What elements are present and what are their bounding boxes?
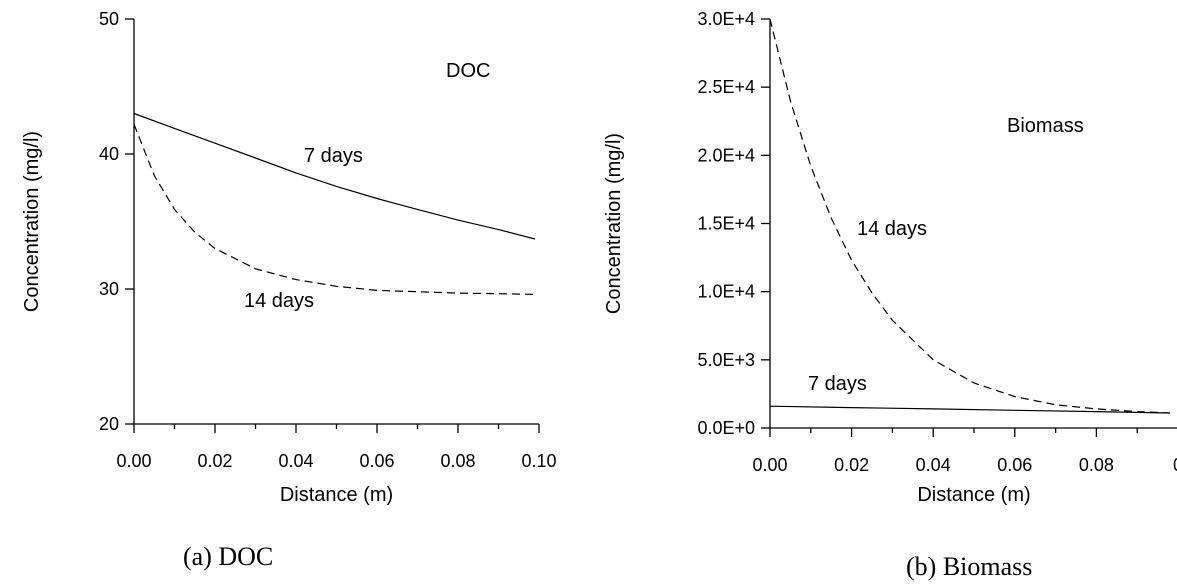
y-tick-label: 50 (99, 9, 119, 29)
x-tick-label: 0.04 (916, 455, 951, 475)
x-tick-label: 0.02 (197, 451, 232, 471)
chart-annotation: DOC (446, 60, 490, 82)
series-line-14-days (133, 124, 536, 295)
y-axis-label: Concentration (mg/l) (21, 131, 43, 312)
doc-chart: 20 30 40 50 0.00 0.02 0.04 0.06 0.08 0.10 Distance… (21, 9, 557, 571)
y-tick-label: 3.0E+4 (697, 9, 755, 29)
chart-annotation: Biomass (1007, 115, 1084, 137)
x-tick-label: 0.00 (116, 451, 151, 471)
series-label: 14 days (244, 290, 314, 312)
y-tick-label: 40 (99, 144, 119, 164)
series-label: 14 days (857, 218, 927, 240)
x-tick-label: 0 (1173, 455, 1177, 475)
y-tick-label: 5.0E+3 (697, 350, 755, 370)
series-line-14-days (769, 18, 1170, 414)
y-axis-label: Concentration (mg/l) (603, 133, 625, 314)
y-tick-label: 0.0E+0 (697, 418, 755, 438)
series-label: 7 days (808, 373, 867, 395)
y-tick-label: 2.0E+4 (697, 145, 755, 165)
y-tick-label: 1.0E+4 (697, 282, 755, 302)
x-tick-label: 0.08 (1079, 455, 1114, 475)
series-line-7-days (133, 112, 536, 240)
x-tick-label: 0.04 (278, 451, 313, 471)
biomass-chart: 0.0E+0 5.0E+3 1.0E+4 1.5E+4 2.0E+4 2.5E+4 3.0E… (603, 9, 1177, 581)
x-tick-label: 0.06 (359, 451, 394, 471)
x-tick-label: 0.08 (440, 451, 475, 471)
figure-caption: (b) Biomass (906, 552, 1032, 581)
x-tick-label: 0.00 (752, 455, 787, 475)
x-tick-label: 0.10 (521, 451, 556, 471)
x-tick-label: 0.06 (997, 455, 1032, 475)
y-tick-label: 2.5E+4 (697, 77, 755, 97)
x-axis-label: Distance (m) (917, 484, 1030, 506)
y-tick-label: 1.5E+4 (697, 214, 755, 234)
y-tick-label: 20 (99, 414, 119, 434)
x-tick-label: 0.02 (834, 455, 869, 475)
figure-caption: (a) DOC (183, 542, 273, 571)
series-line-7-days (769, 405, 1170, 414)
series-label: 7 days (304, 145, 363, 167)
y-tick-label: 30 (99, 279, 119, 299)
x-axis-label: Distance (m) (280, 484, 393, 506)
